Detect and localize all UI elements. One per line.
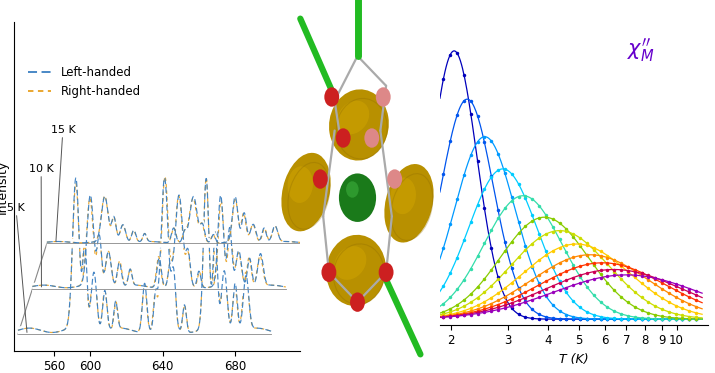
Circle shape xyxy=(388,169,402,189)
Circle shape xyxy=(365,128,379,148)
Ellipse shape xyxy=(390,178,416,214)
Circle shape xyxy=(336,128,350,148)
Circle shape xyxy=(350,292,365,312)
Ellipse shape xyxy=(287,166,313,203)
Text: $\chi_M''$: $\chi_M''$ xyxy=(628,36,655,64)
Legend: Left-handed, Right-handed: Left-handed, Right-handed xyxy=(23,61,146,103)
Circle shape xyxy=(339,173,376,222)
Ellipse shape xyxy=(329,90,389,160)
Circle shape xyxy=(322,263,336,282)
Circle shape xyxy=(379,263,393,282)
Circle shape xyxy=(325,87,339,107)
Circle shape xyxy=(376,87,390,107)
X-axis label: T (K): T (K) xyxy=(559,353,588,366)
Y-axis label: Intensity: Intensity xyxy=(0,159,9,214)
Circle shape xyxy=(313,169,327,189)
Text: 10 K: 10 K xyxy=(29,164,54,287)
Ellipse shape xyxy=(282,153,330,231)
Ellipse shape xyxy=(385,164,433,242)
Text: 5 K: 5 K xyxy=(7,203,27,332)
Text: 15 K: 15 K xyxy=(51,125,75,241)
Ellipse shape xyxy=(335,246,366,280)
Ellipse shape xyxy=(326,235,386,306)
Circle shape xyxy=(346,181,359,198)
Ellipse shape xyxy=(337,101,369,134)
